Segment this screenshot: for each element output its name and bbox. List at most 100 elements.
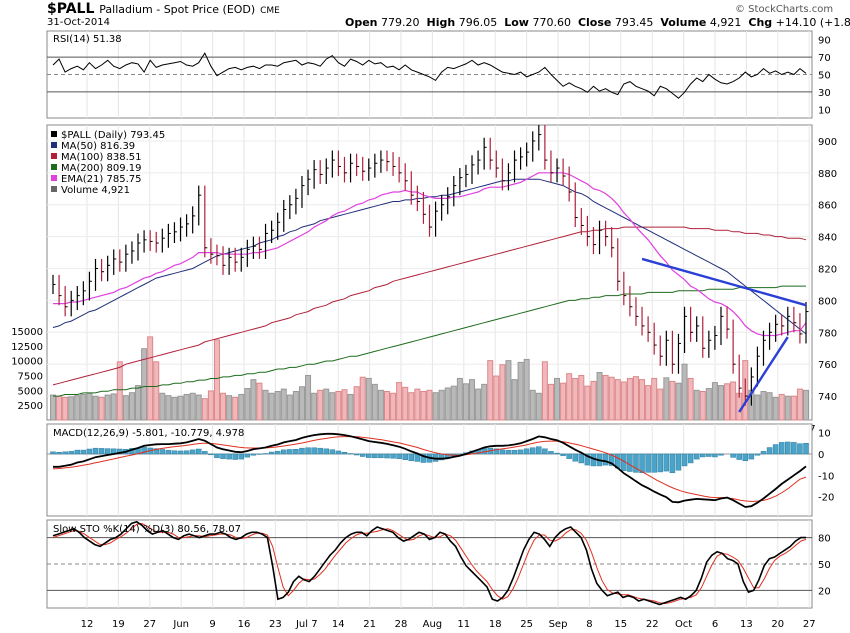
volume-bar	[232, 396, 239, 421]
date-tick-label-bottom: 21	[363, 619, 376, 630]
date-tick-label-bottom: 8	[586, 619, 592, 630]
price-tick-label: 820	[818, 265, 837, 276]
close-value: 793.45	[614, 16, 654, 29]
sto-tick-label: 50	[818, 560, 831, 571]
ema21-line	[53, 172, 807, 337]
macd-histogram-bar	[341, 451, 348, 455]
macd-histogram-bar	[68, 451, 74, 455]
macd-histogram-bar	[742, 453, 749, 462]
ohlc-summary: Open 779.20 High 796.05 Low 770.60 Close…	[345, 16, 850, 29]
price-tick-label: 840	[818, 233, 837, 244]
price-tick-label: 860	[818, 201, 837, 212]
volume-tick-label: 10000	[11, 357, 43, 368]
macd-histogram-bar	[74, 449, 81, 455]
macd-histogram-bar	[232, 453, 238, 460]
volume-bar	[122, 395, 129, 421]
chart-date: 31-Oct-2014	[47, 17, 110, 28]
volume-bar	[347, 393, 354, 421]
macd-histogram-bar	[323, 448, 330, 455]
volume-bar	[280, 388, 287, 421]
macd-histogram-bar	[681, 453, 688, 467]
trendline	[738, 336, 789, 413]
volume-bar	[517, 361, 524, 421]
date-tick-label-bottom: 22	[646, 619, 659, 630]
volume-bar	[590, 380, 597, 421]
volume-bar	[317, 389, 324, 421]
legend-swatch	[51, 175, 57, 181]
instrument-name: Palladium - Spot Price (EOD)	[99, 3, 256, 16]
date-tick-label-bottom: Oct	[675, 619, 692, 630]
volume-tick-label: 7500	[18, 371, 43, 382]
volume-bar	[353, 386, 360, 421]
chg-label: Chg	[748, 16, 773, 29]
macd-histogram-bar	[712, 453, 718, 458]
low-value: 770.60	[532, 16, 571, 29]
volume-bar	[705, 388, 712, 421]
macd-histogram-bar	[730, 453, 736, 458]
volume-bar	[286, 394, 293, 421]
volume-bar	[620, 381, 627, 421]
volume-bar	[56, 395, 63, 421]
volume-bar	[292, 391, 299, 421]
volume-bar	[554, 377, 561, 421]
macd-histogram-bar	[62, 451, 68, 455]
volume-bar	[639, 379, 646, 421]
symbol: $PALL	[47, 1, 95, 17]
volume-tick-label: 5000	[18, 386, 43, 397]
macd-histogram-bar	[687, 453, 694, 464]
macd-histogram-bar	[189, 449, 196, 455]
volume-bar	[262, 389, 269, 421]
macd-signal-line	[52, 436, 807, 503]
macd-histogram-bar	[244, 453, 251, 458]
macd-histogram-bar	[511, 450, 518, 455]
macd-histogram-bar	[748, 453, 755, 460]
macd-histogram-bar	[311, 447, 317, 455]
volume-bar	[177, 395, 184, 421]
volume-bar	[62, 396, 69, 421]
volume-bar	[663, 377, 670, 421]
volume-bar	[74, 395, 81, 421]
low-label: Low	[504, 16, 529, 29]
date-tick-label-bottom: 6	[712, 619, 718, 630]
macd-histogram-bar	[523, 448, 530, 455]
volume-bar	[147, 336, 154, 421]
volume-bar	[760, 391, 767, 421]
macd-histogram-bar	[378, 453, 384, 459]
rsi-line	[52, 52, 807, 99]
sto-tick-label: 80	[818, 534, 831, 545]
macd-histogram-bar	[785, 441, 791, 455]
legend-entry: MA(100) 838.51	[61, 152, 142, 163]
macd-histogram-bar	[608, 453, 615, 466]
volume-bar	[110, 393, 117, 421]
price-tick-label: 880	[818, 169, 837, 180]
macd-tick-label: -20	[818, 493, 834, 504]
legend-swatch	[51, 186, 57, 192]
macd-histogram-bar	[633, 453, 639, 473]
volume-bar	[456, 377, 463, 421]
volume-bar	[426, 389, 433, 421]
macd-histogram-bar	[214, 453, 220, 459]
macd-histogram-bar	[706, 453, 712, 457]
macd-histogram-bar	[517, 449, 524, 455]
volume-bar	[772, 396, 779, 421]
macd-histogram-bar	[50, 451, 56, 455]
volume-bar	[481, 383, 488, 421]
legend-entry: $PALL (Daily) 793.45	[61, 130, 165, 141]
high-value: 796.05	[458, 16, 498, 29]
volume-bar	[371, 383, 378, 421]
volume-bar	[602, 374, 609, 421]
rsi-tick-label: 70	[818, 53, 831, 64]
volume-bar	[383, 391, 390, 421]
macd-histogram-bar	[542, 448, 548, 455]
volume-bar	[80, 393, 87, 421]
volume-bar	[645, 385, 652, 421]
legend-swatch	[51, 164, 57, 170]
volume-bar	[323, 388, 330, 421]
volume-bar	[165, 395, 172, 421]
macd-histogram-bar	[584, 453, 591, 466]
legend-entry: EMA(21) 785.75	[61, 174, 141, 185]
volume-bar	[535, 392, 542, 421]
macd-histogram-bar	[760, 451, 767, 455]
volume-bar	[141, 348, 148, 421]
macd-histogram-bar	[293, 448, 299, 455]
